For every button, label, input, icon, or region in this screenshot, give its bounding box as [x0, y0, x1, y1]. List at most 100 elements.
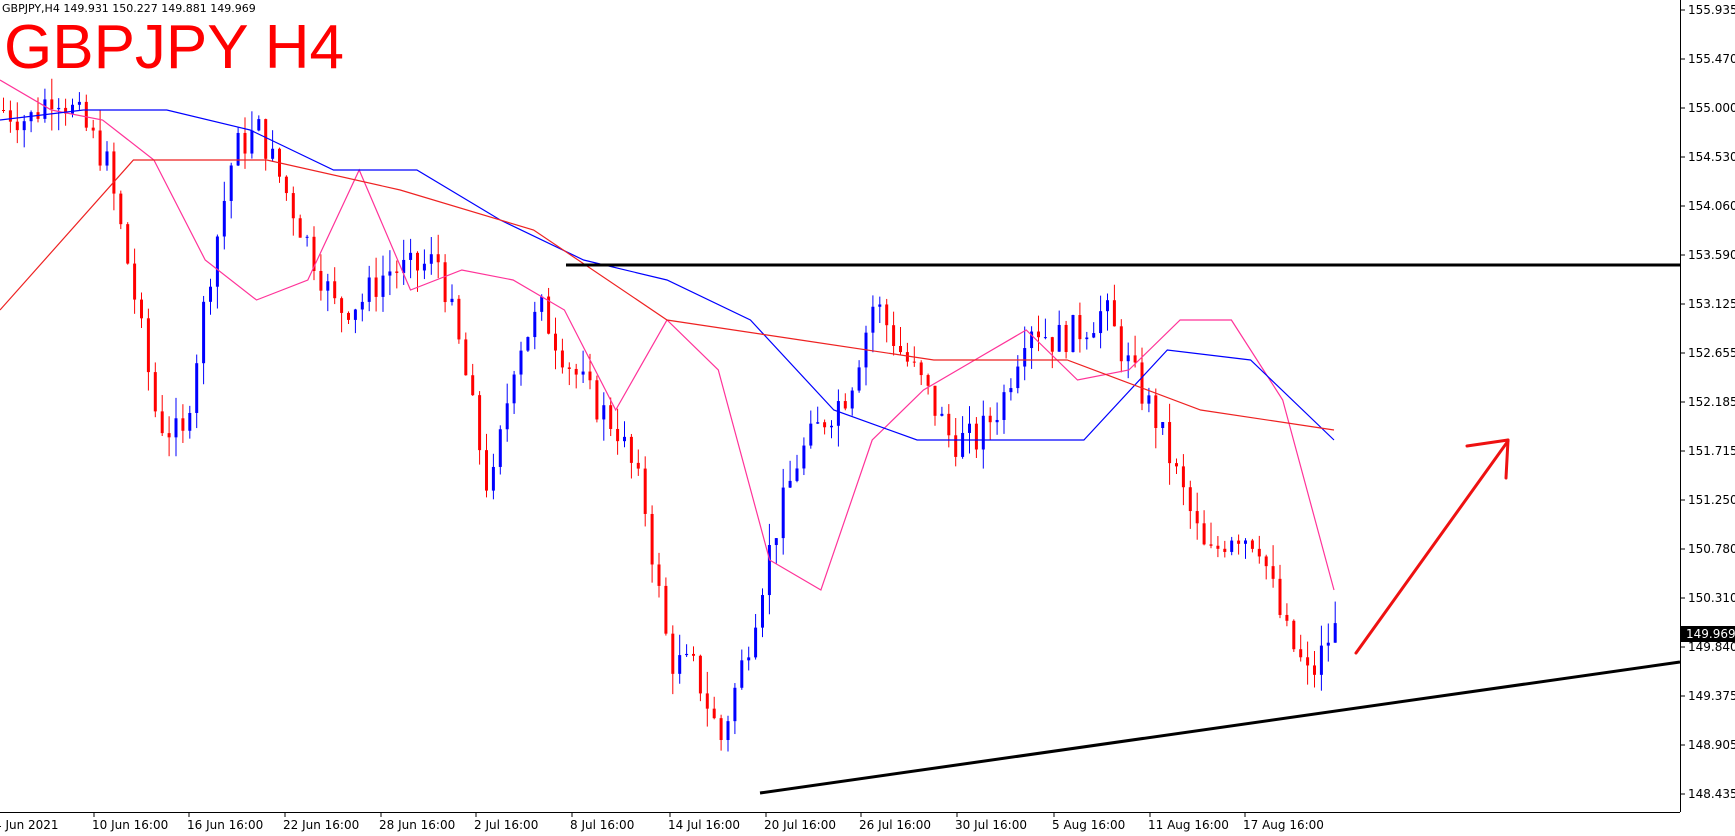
- bear-candle: [905, 352, 909, 362]
- bear-candle: [284, 176, 288, 194]
- bear-candle: [698, 655, 702, 694]
- bear-candle: [340, 298, 344, 313]
- bull-candle: [850, 390, 854, 409]
- time-tick-label: 8 Jul 16:00: [570, 818, 634, 832]
- bear-candle: [616, 428, 620, 442]
- bear-candle: [609, 405, 613, 429]
- bull-candle: [498, 429, 502, 467]
- bear-candle: [671, 633, 675, 674]
- time-tick-label: 5 Aug 16:00: [1052, 818, 1125, 832]
- support-trendline[interactable]: [759, 660, 1681, 795]
- price-tick-label: 152.655: [1688, 346, 1735, 360]
- bull-candle: [1126, 355, 1130, 362]
- bull-candle: [961, 432, 965, 457]
- bear-candle: [1154, 395, 1158, 428]
- bull-candle: [1009, 388, 1013, 393]
- bear-candle: [1292, 620, 1296, 650]
- bull-candle: [22, 121, 26, 131]
- time-tick-label: 22 Jun 16:00: [283, 818, 359, 832]
- bear-candle: [1223, 548, 1227, 552]
- bear-candle: [554, 333, 557, 351]
- bear-candle: [1064, 324, 1068, 353]
- bear-candle: [892, 325, 896, 346]
- bull-candle: [174, 418, 178, 438]
- bear-candle: [547, 296, 551, 334]
- bull-candle: [409, 252, 413, 260]
- bear-candle: [1306, 657, 1310, 666]
- bear-candle: [629, 436, 633, 463]
- bear-candle: [126, 224, 130, 264]
- price-tick-label: 151.715: [1688, 444, 1735, 458]
- bull-candle: [202, 301, 206, 364]
- bull-candle: [733, 687, 737, 722]
- bull-candle: [940, 413, 944, 416]
- bear-candle: [843, 401, 847, 409]
- bull-candle: [726, 721, 730, 741]
- bull-candle: [1147, 395, 1151, 404]
- bear-candle: [298, 218, 302, 238]
- bull-candle: [195, 363, 199, 413]
- bull-candle: [57, 107, 61, 110]
- bull-candle: [257, 119, 261, 131]
- bear-candle: [560, 350, 564, 368]
- bull-candle: [678, 655, 682, 674]
- chart-title: GBPJPY H4: [4, 13, 344, 82]
- price-tick-label: 154.530: [1688, 150, 1735, 164]
- bear-candle: [567, 367, 571, 369]
- bull-candle: [623, 436, 626, 442]
- bear-candle: [954, 435, 958, 457]
- bear-candle: [98, 130, 102, 166]
- bear-candle: [264, 119, 268, 159]
- bull-candle: [1043, 337, 1047, 339]
- time-tick-label: 17 Aug 16:00: [1243, 818, 1324, 832]
- bull-candle: [250, 130, 254, 154]
- bull-candle: [271, 148, 275, 159]
- bull-candle: [981, 415, 985, 450]
- time-tick-label: 2 Jul 16:00: [474, 818, 538, 832]
- bear-candle: [64, 107, 68, 114]
- bear-candle: [1257, 548, 1261, 557]
- bear-candle: [8, 110, 12, 122]
- bull-candle: [381, 275, 385, 297]
- bull-candle: [857, 367, 861, 391]
- bull-candle: [1002, 392, 1006, 420]
- bear-candle: [347, 312, 350, 320]
- time-tick-label: 28 Jun 16:00: [379, 818, 455, 832]
- bear-candle: [574, 368, 578, 375]
- bull-candle: [71, 104, 74, 114]
- bear-candle: [457, 298, 461, 340]
- bear-candle: [692, 653, 695, 656]
- bull-candle: [505, 403, 509, 430]
- bear-candle: [464, 339, 468, 376]
- price-tick-label: 148.905: [1688, 738, 1735, 752]
- bear-candle: [1313, 665, 1316, 675]
- bear-candle: [291, 193, 295, 219]
- bear-candle: [1181, 466, 1185, 488]
- bull-candle: [1333, 623, 1337, 643]
- bear-candle: [912, 361, 916, 363]
- bull-candle: [367, 277, 371, 302]
- bull-candle: [781, 487, 785, 539]
- medium-moving-average: [0, 109, 1335, 441]
- bull-candle: [1319, 645, 1323, 675]
- bull-candle: [795, 468, 799, 481]
- bear-candle: [1175, 463, 1178, 467]
- bear-candle: [312, 236, 316, 271]
- bull-candle: [995, 419, 999, 423]
- bull-candle: [1092, 333, 1096, 338]
- bear-candle: [1299, 649, 1303, 658]
- bull-candle: [512, 374, 516, 404]
- bull-candle: [326, 281, 330, 291]
- bear-candle: [140, 299, 143, 319]
- bull-candle: [209, 286, 212, 302]
- time-tick-label: 4 Jun 2021: [0, 818, 59, 832]
- bull-candle: [105, 151, 109, 166]
- bull-candle: [802, 445, 806, 469]
- bear-candle: [595, 380, 599, 420]
- bull-candle: [43, 99, 47, 119]
- bear-candle: [988, 415, 992, 423]
- bear-candle: [119, 193, 123, 225]
- bear-candle: [1285, 614, 1289, 621]
